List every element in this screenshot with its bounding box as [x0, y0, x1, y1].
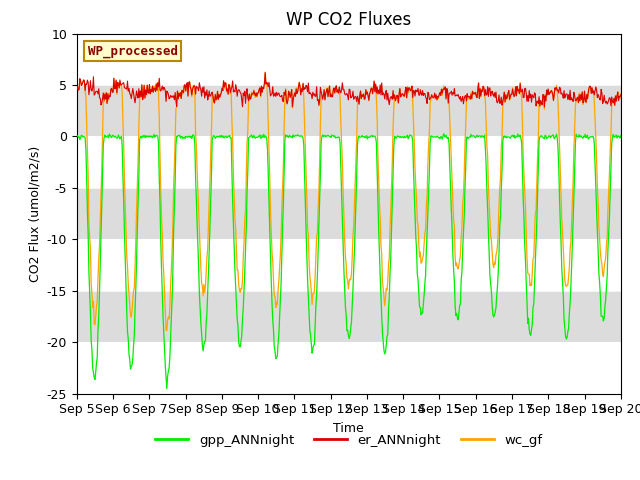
Legend: gpp_ANNnight, er_ANNnight, wc_gf: gpp_ANNnight, er_ANNnight, wc_gf — [150, 428, 548, 452]
Title: WP CO2 Fluxes: WP CO2 Fluxes — [286, 11, 412, 29]
Text: WP_processed: WP_processed — [88, 44, 178, 58]
Y-axis label: CO2 Flux (umol/m2/s): CO2 Flux (umol/m2/s) — [28, 145, 41, 282]
X-axis label: Time: Time — [333, 422, 364, 435]
Bar — [77, 291, 621, 342]
Bar — [77, 188, 621, 240]
Bar — [77, 85, 621, 136]
